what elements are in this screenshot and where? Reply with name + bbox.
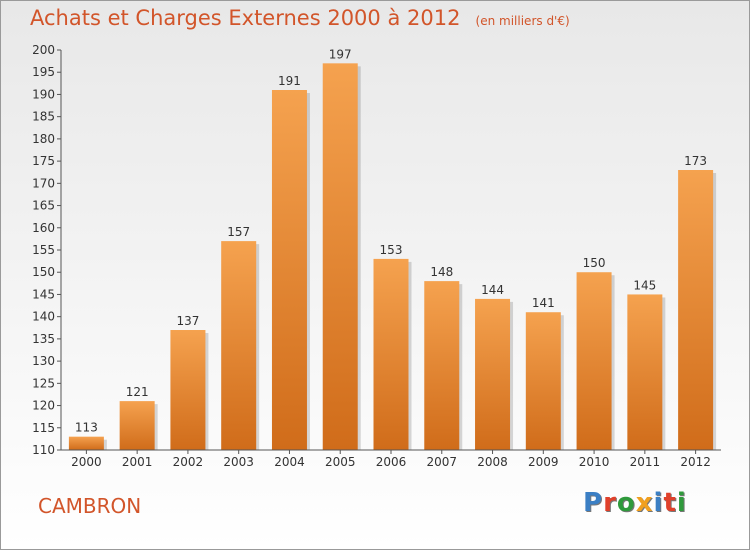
logo-letter: r [603, 488, 617, 518]
bar-value-label: 148 [430, 265, 453, 279]
y-tick-label: 130 [32, 354, 55, 368]
chart-title-block: Achats et Charges Externes 2000 à 2012 (… [30, 6, 570, 30]
bar-2002 [170, 330, 206, 450]
y-tick-label: 200 [32, 43, 55, 57]
bar-value-label: 150 [583, 256, 606, 270]
bar-2007 [424, 281, 460, 450]
x-tick-label: 2008 [477, 455, 508, 469]
y-tick-label: 115 [32, 421, 55, 435]
y-tick-label: 135 [32, 332, 55, 346]
x-tick-label: 2005 [325, 455, 356, 469]
bar-value-label: 141 [532, 296, 555, 310]
bar-2000 [68, 436, 104, 450]
bars-group: 113 121 137 157 191 197 153 148 144 141 150 145 173 [68, 47, 717, 450]
axes-group: 110 115 120 125 130 135 140 145 150 155 160 165 170 1… [32, 43, 721, 469]
x-tick-label: 2003 [223, 455, 254, 469]
bar-2001 [119, 401, 155, 450]
bar-value-label: 173 [684, 154, 707, 168]
bar-value-label: 153 [380, 243, 403, 257]
bar-value-label: 144 [481, 283, 504, 297]
x-tick-label: 2010 [579, 455, 610, 469]
bar-value-label: 197 [329, 47, 352, 61]
town-name: CAMBRON [38, 494, 142, 518]
y-tick-label: 120 [32, 399, 55, 413]
logo-letter: P [583, 488, 604, 518]
bar-value-label: 137 [176, 314, 199, 328]
bar-2003 [221, 241, 257, 450]
y-tick-label: 180 [32, 132, 55, 146]
bar-2009 [525, 312, 561, 450]
y-tick-label: 160 [32, 221, 55, 235]
logo-letter: o [616, 488, 636, 518]
y-tick-label: 125 [32, 376, 55, 390]
bar-value-label: 121 [126, 385, 149, 399]
y-tick-label: 190 [32, 87, 55, 101]
y-tick-label: 155 [32, 243, 55, 257]
x-tick-label: 2009 [528, 455, 559, 469]
y-tick-label: 140 [32, 310, 55, 324]
y-tick-label: 150 [32, 265, 55, 279]
x-tick-label: 2004 [274, 455, 305, 469]
y-tick-label: 110 [32, 443, 55, 457]
logo-letter: i [653, 488, 664, 518]
bar-value-label: 191 [278, 74, 301, 88]
bar-2008 [475, 298, 511, 450]
x-tick-label: 2012 [680, 455, 711, 469]
chart-unit-label: (en milliers d'€) [475, 14, 570, 28]
y-tick-label: 175 [32, 154, 55, 168]
bar-2006 [373, 258, 409, 450]
bar-value-label: 113 [75, 421, 98, 435]
bar-2005 [322, 63, 358, 450]
bar-2012 [678, 170, 714, 450]
y-tick-label: 185 [32, 110, 55, 124]
y-tick-label: 165 [32, 199, 55, 213]
bar-value-label: 145 [633, 278, 656, 292]
proxiti-logo: Proxiti [583, 488, 687, 518]
bar-value-label: 157 [227, 225, 250, 239]
x-tick-label: 2011 [630, 455, 661, 469]
y-tick-label: 195 [32, 65, 55, 79]
logo-letter: t [663, 488, 677, 518]
x-tick-label: 2001 [122, 455, 153, 469]
logo-letter: i [676, 488, 687, 518]
bar-2011 [627, 294, 663, 450]
bar-2004 [271, 90, 307, 450]
x-tick-label: 2007 [426, 455, 457, 469]
x-tick-label: 2000 [71, 455, 102, 469]
bar-2010 [576, 272, 612, 450]
x-tick-label: 2006 [376, 455, 407, 469]
logo-letter: x [635, 488, 654, 518]
x-tick-label: 2002 [173, 455, 204, 469]
y-tick-label: 145 [32, 287, 55, 301]
chart-title: Achats et Charges Externes 2000 à 2012 [30, 6, 461, 30]
y-tick-label: 170 [32, 176, 55, 190]
